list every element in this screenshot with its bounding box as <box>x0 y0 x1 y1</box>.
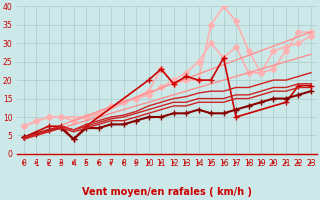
X-axis label: Vent moyen/en rafales ( km/h ): Vent moyen/en rafales ( km/h ) <box>82 187 252 197</box>
